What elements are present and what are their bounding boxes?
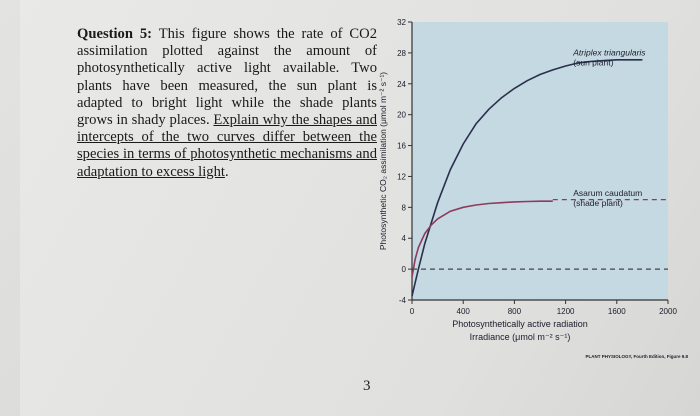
y-tick-label-24: 24 — [397, 80, 406, 89]
annotation-0-line-0: Atriplex triangularis — [572, 47, 646, 57]
y-axis-label: Photosynthetic CO₂ assimilation (μmol m⁻… — [378, 72, 388, 250]
y-tick-label-0: 0 — [402, 265, 407, 274]
y-tick-label-4: 4 — [402, 234, 407, 243]
y-tick-label-12: 12 — [397, 172, 406, 181]
figure-credit: PLANT PHYSIOLOGY, Fourth Edition, Figure… — [585, 354, 688, 359]
y-tick-label-16: 16 — [397, 142, 406, 151]
annotation-0-line-1: (sun plant) — [573, 57, 613, 67]
question-text: Question 5: This figure shows the rate o… — [77, 26, 377, 181]
question-body: This figure shows the rate of CO2 assimi… — [77, 26, 377, 129]
y-tick-label--4: -4 — [399, 296, 407, 305]
plot-background — [412, 22, 668, 300]
y-tick-label-32: 32 — [397, 18, 406, 27]
y-tick-label-20: 20 — [397, 111, 406, 120]
annotation-1-line-0: Asarum caudatum — [573, 188, 642, 198]
question-underlined: Explain why the shapes and intercepts of… — [77, 112, 377, 180]
x-axis-label: Photosynthetically active radiation — [452, 319, 588, 329]
x-tick-label-1600: 1600 — [608, 307, 626, 316]
x-tick-label-800: 800 — [508, 307, 522, 316]
y-tick-label-8: 8 — [402, 203, 407, 212]
page-number: 3 — [363, 378, 371, 394]
series-line-0 — [411, 59, 643, 297]
x-tick-label-1200: 1200 — [557, 307, 575, 316]
question-end-punct: . — [224, 163, 229, 180]
series-line-1 — [411, 200, 553, 277]
question-label: Question 5: — [77, 26, 153, 42]
x-tick-label-2000: 2000 — [659, 307, 677, 316]
x-tick-label-400: 400 — [457, 307, 471, 316]
y-tick-label-28: 28 — [397, 49, 406, 58]
annotation-1-line-1: (shade plant) — [573, 198, 623, 208]
x-tick-label-0: 0 — [410, 307, 415, 316]
x-axis-label-units: Irradiance (μmol m⁻² s⁻¹) — [470, 332, 571, 342]
